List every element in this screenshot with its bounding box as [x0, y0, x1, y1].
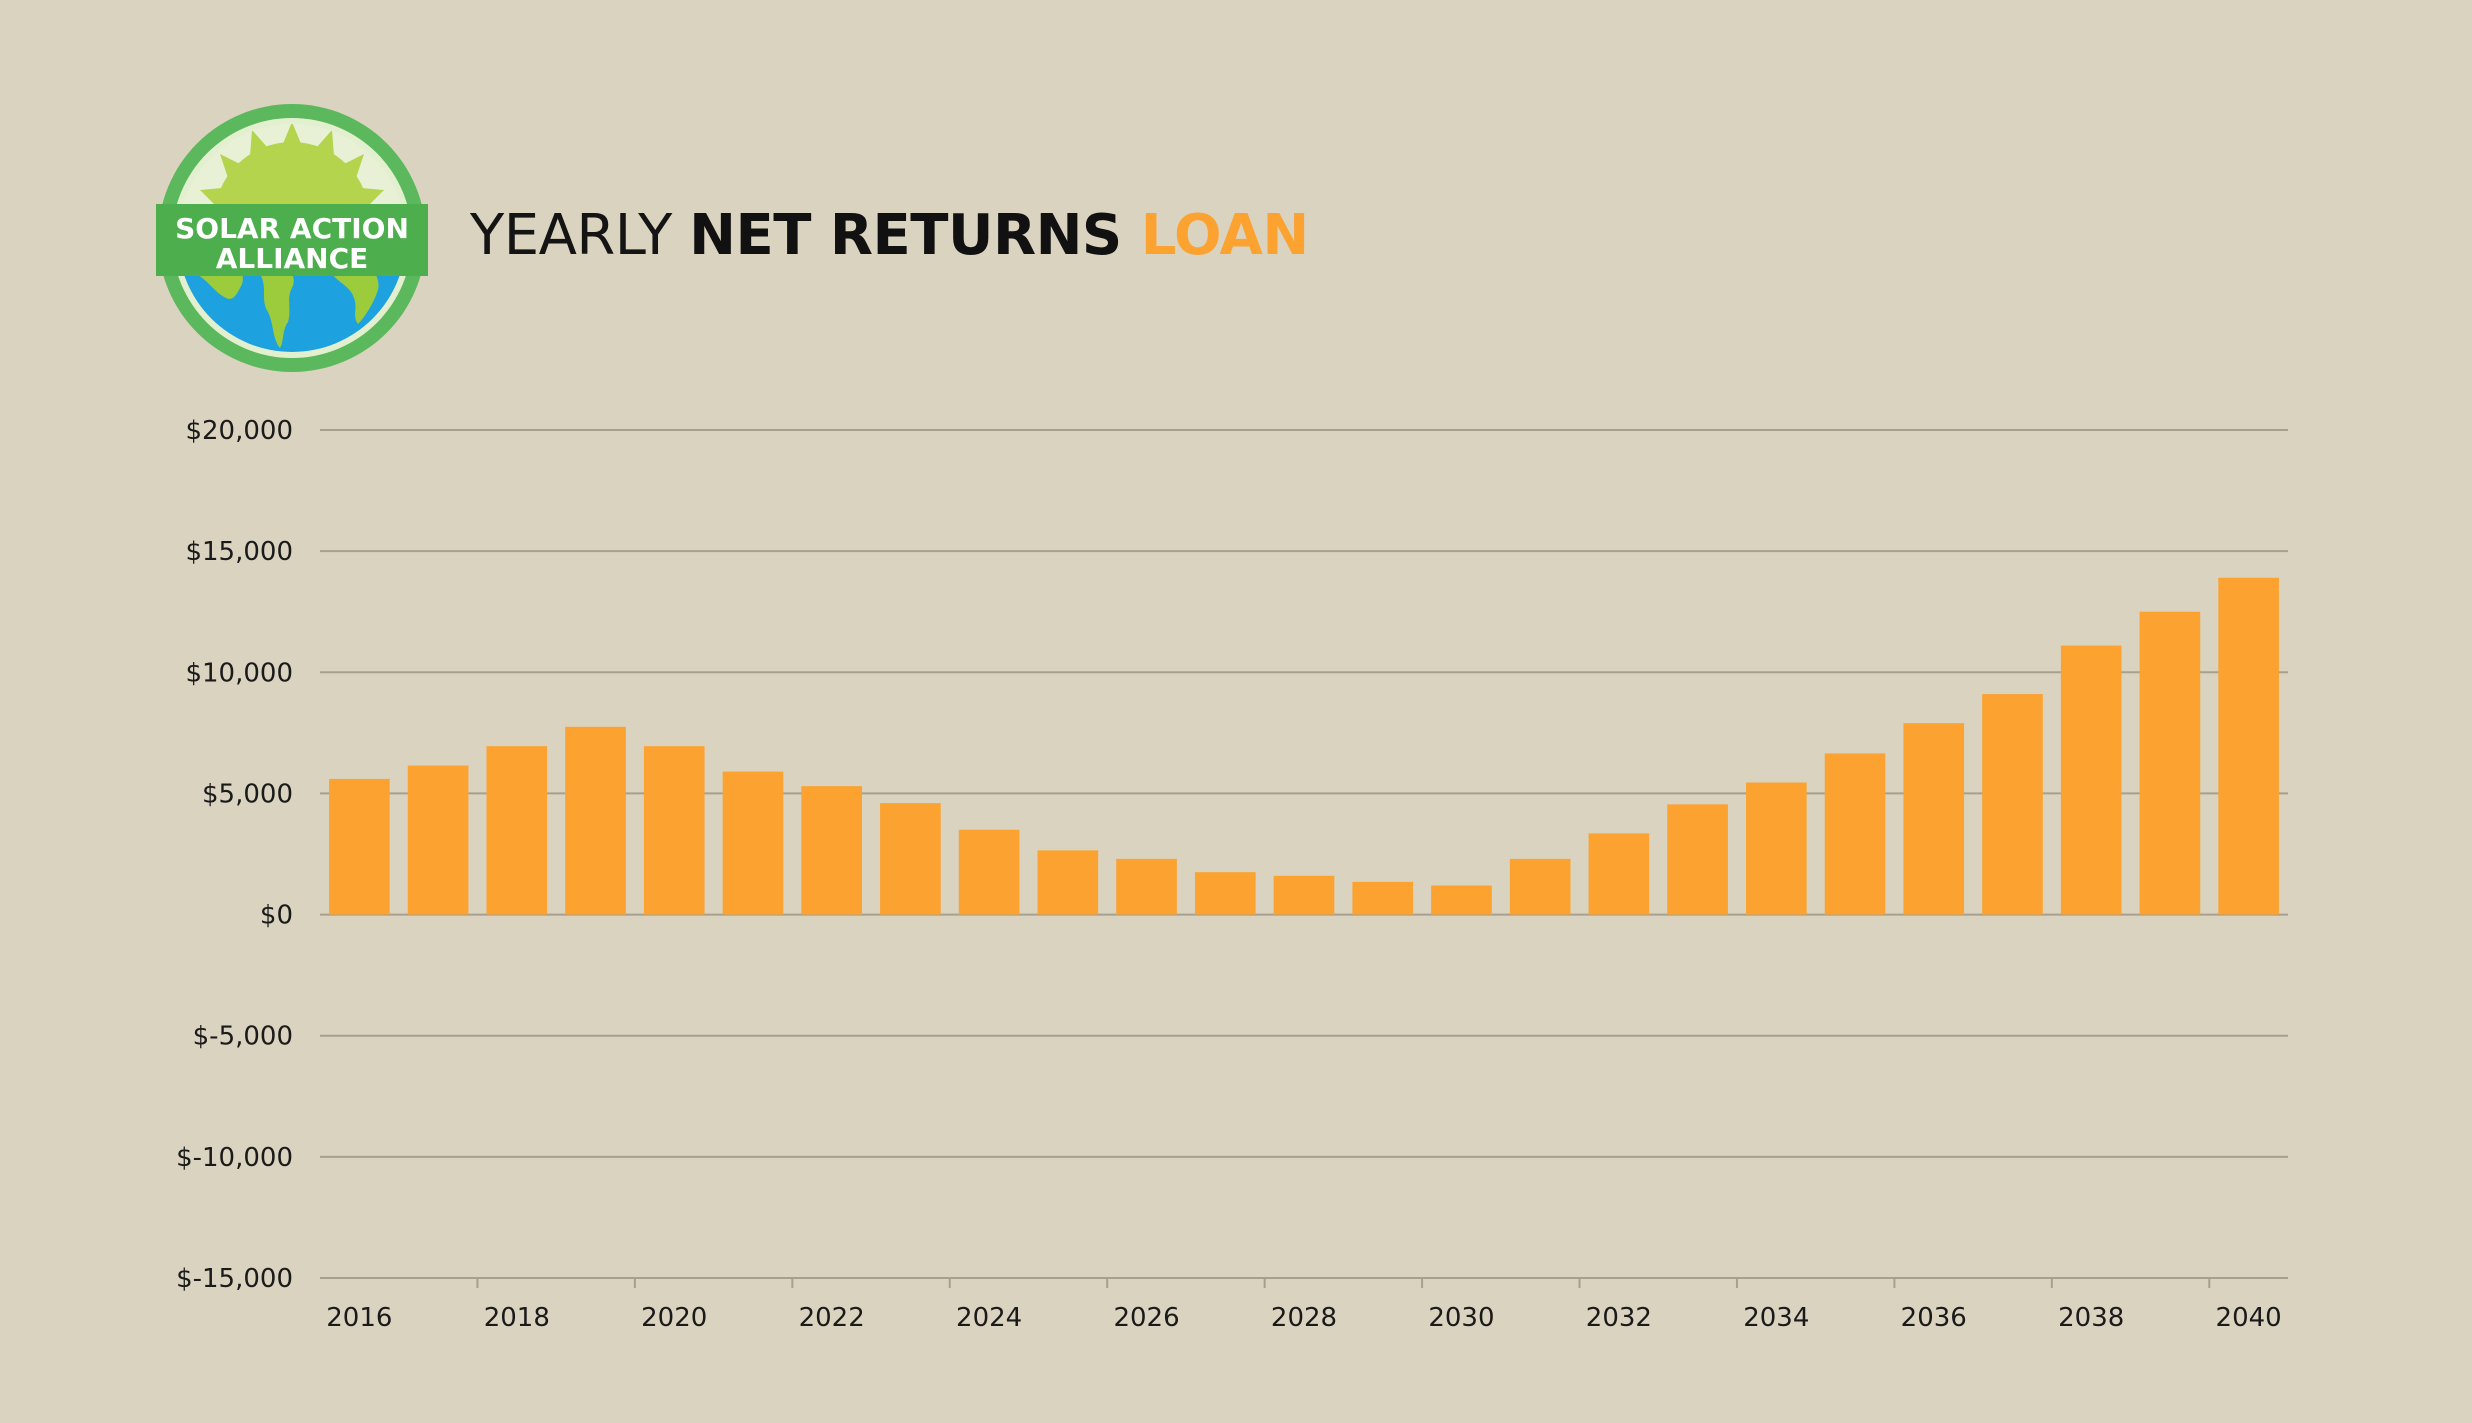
y-tick-label: $5,000	[202, 779, 293, 809]
bar-2018	[486, 746, 548, 915]
y-tick-label: $10,000	[185, 658, 293, 688]
bars	[329, 577, 2279, 915]
bar-2035	[1824, 753, 1886, 915]
x-tick-label: 2038	[2058, 1303, 2124, 1333]
bar-2028	[1273, 875, 1335, 915]
bar-2027	[1194, 872, 1256, 915]
chart-title: YEARLY NET RETURNS LOAN	[470, 196, 1309, 276]
y-tick-label: $0	[260, 901, 293, 931]
y-tick-label: $-10,000	[176, 1143, 293, 1173]
y-tick-label: $15,000	[185, 537, 293, 567]
bar-2031	[1509, 858, 1571, 915]
x-tick-label: 2034	[1743, 1303, 1809, 1333]
bar-2024	[958, 829, 1020, 915]
x-axis: 2016 2018 2020 2022 2024 2026 2028 2030 2032 2034…	[326, 1278, 2282, 1333]
x-tick-label: 2028	[1271, 1303, 1337, 1333]
x-tick-label: 2030	[1428, 1303, 1494, 1333]
y-tick-label: $-5,000	[193, 1022, 293, 1052]
bar-2019	[565, 726, 626, 915]
logo-banner	[156, 204, 428, 276]
x-tick-label: 2040	[2216, 1303, 2282, 1333]
x-tick-label: 2024	[956, 1303, 1022, 1333]
bar-2037	[1982, 694, 2043, 915]
logo-text-line2: ALLIANCE	[216, 242, 369, 275]
title-part-yearly: YEARLY	[470, 203, 690, 268]
bar-2039	[2139, 611, 2201, 915]
bar-2034	[1746, 782, 1807, 915]
bar-2025	[1037, 850, 1099, 915]
x-tick-label: 2032	[1586, 1303, 1652, 1333]
bar-2040	[2218, 577, 2279, 915]
bar-2033	[1667, 804, 1728, 915]
x-tick-label: 2018	[484, 1303, 550, 1333]
x-tick-label: 2020	[641, 1303, 707, 1333]
solar-action-alliance-logo: SOLAR ACTION ALLIANCE	[156, 102, 428, 374]
x-tick-label: 2036	[1901, 1303, 1967, 1333]
x-tick-label: 2022	[799, 1303, 865, 1333]
bar-2022	[801, 786, 862, 915]
y-tick-label: $20,000	[185, 416, 293, 446]
x-tick-label: 2016	[326, 1303, 392, 1333]
bar-2023	[880, 803, 941, 915]
logo-text-line1: SOLAR ACTION	[175, 212, 409, 245]
bar-2038	[2060, 645, 2122, 915]
title-part-net-returns: NET RETURNS	[689, 203, 1141, 268]
bar-2017	[407, 765, 469, 915]
bar-2036	[1903, 723, 1965, 915]
x-tick-label: 2026	[1113, 1303, 1179, 1333]
bar-2016	[329, 778, 390, 915]
bar-2030	[1431, 885, 1492, 915]
bar-2029	[1352, 881, 1414, 915]
y-axis-labels: $20,000 $15,000 $10,000 $5,000 $0 $-5,000 $-10…	[176, 416, 293, 1294]
title-part-loan: LOAN	[1140, 203, 1310, 268]
bar-2026	[1116, 858, 1177, 915]
bar-2021	[722, 771, 784, 915]
y-tick-label: $-15,000	[176, 1264, 293, 1294]
bar-2020	[643, 746, 705, 915]
bar-2032	[1588, 833, 1650, 915]
